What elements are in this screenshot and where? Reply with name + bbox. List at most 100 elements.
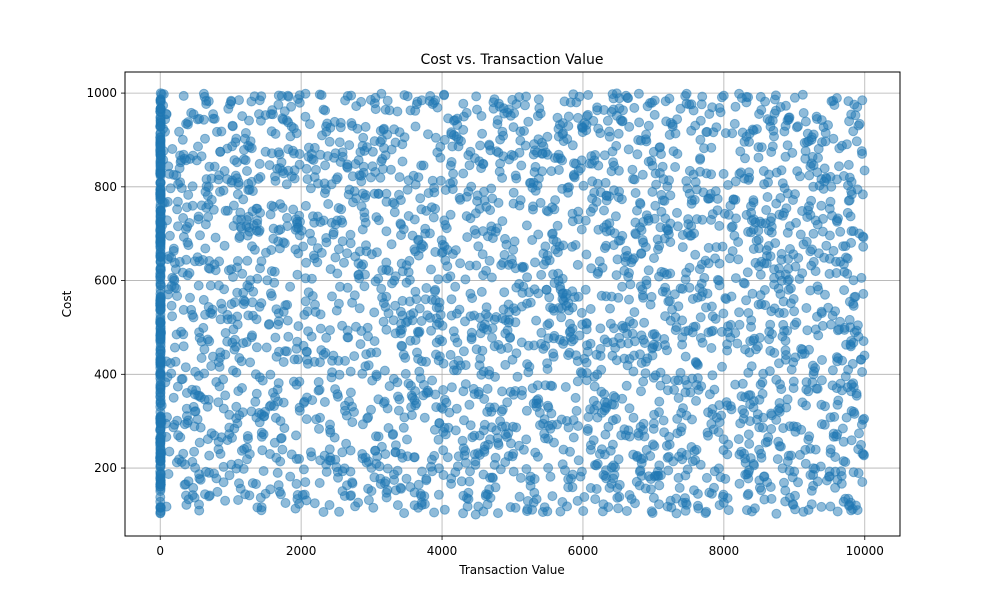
scatter-point — [299, 489, 310, 500]
scatter-point — [496, 406, 507, 417]
scatter-point — [173, 179, 184, 189]
scatter-point — [465, 311, 476, 322]
scatter-point — [421, 473, 432, 484]
scatter-point — [680, 387, 691, 398]
scatter-point — [850, 291, 861, 302]
scatter-point — [530, 257, 540, 268]
scatter-point — [508, 187, 519, 198]
scatter-point — [199, 368, 210, 379]
scatter-point — [851, 136, 862, 147]
scatter-point — [658, 415, 669, 426]
scatter-point — [179, 479, 190, 490]
scatter-point — [670, 375, 681, 386]
scatter-point — [746, 321, 756, 332]
scatter-point — [760, 218, 771, 229]
scatter-point — [155, 356, 166, 367]
scatter-point — [281, 346, 292, 357]
scatter-point — [830, 452, 841, 462]
scatter-point — [155, 414, 166, 425]
scatter-point — [573, 421, 583, 431]
scatter-point — [781, 203, 792, 214]
scatter-point — [415, 373, 426, 384]
scatter-point — [193, 141, 203, 152]
scatter-point — [347, 417, 358, 428]
scatter-point — [416, 500, 427, 511]
scatter-point — [472, 104, 482, 115]
scatter-point — [599, 334, 610, 345]
scatter-point — [565, 326, 576, 337]
scatter-point — [788, 195, 798, 205]
scatter-point — [431, 302, 442, 313]
scatter-point — [497, 386, 508, 397]
scatter-point — [695, 312, 706, 323]
scatter-point — [599, 243, 610, 254]
scatter-point — [337, 236, 348, 247]
scatter-point — [285, 471, 296, 482]
scatter-point — [723, 321, 733, 332]
scatter-point — [304, 119, 315, 130]
scatter-point — [567, 208, 578, 219]
scatter-point — [450, 245, 461, 256]
scatter-point — [852, 102, 863, 112]
scatter-point — [661, 440, 672, 451]
scatter-point — [155, 395, 166, 406]
scatter-point — [404, 275, 415, 285]
scatter-point — [479, 394, 490, 404]
scatter-point — [242, 431, 253, 441]
scatter-point — [497, 216, 508, 227]
scatter-point — [396, 219, 406, 230]
scatter-point — [396, 340, 407, 351]
scatter-point — [420, 223, 431, 234]
scatter-point — [757, 377, 768, 388]
scatter-point — [654, 460, 665, 471]
scatter-point — [293, 94, 303, 104]
scatter-point — [858, 241, 869, 252]
scatter-point — [597, 262, 608, 273]
scatter-point — [333, 244, 344, 255]
scatter-point — [169, 342, 180, 353]
scatter-point — [254, 301, 265, 312]
scatter-point — [482, 383, 493, 394]
scatter-point — [571, 405, 582, 416]
scatter-point — [708, 127, 719, 138]
scatter-point — [431, 319, 442, 330]
scatter-point — [300, 111, 311, 122]
x-tick-label: 8000 — [709, 544, 740, 558]
scatter-point — [155, 492, 166, 503]
scatter-point — [713, 463, 724, 474]
scatter-point — [570, 240, 581, 250]
scatter-point — [320, 160, 331, 171]
scatter-point — [563, 350, 574, 361]
scatter-point — [155, 177, 166, 188]
scatter-point — [253, 173, 264, 184]
scatter-point — [621, 380, 632, 391]
scatter-point — [628, 449, 639, 460]
scatter-point — [503, 299, 514, 310]
scatter-point — [503, 451, 514, 462]
scatter-point — [463, 186, 474, 197]
scatter-point — [521, 434, 532, 445]
scatter-point — [486, 183, 497, 194]
scatter-point — [493, 197, 504, 208]
scatter-point — [723, 505, 734, 516]
scatter-point — [782, 140, 793, 151]
scatter-point — [843, 96, 854, 107]
x-tick-label: 4000 — [427, 544, 458, 558]
scatter-point — [676, 447, 687, 458]
scatter-point — [475, 140, 486, 151]
scatter-point — [358, 259, 369, 270]
scatter-point — [314, 89, 325, 100]
scatter-point — [231, 413, 242, 424]
scatter-point — [345, 445, 356, 456]
scatter-point — [856, 419, 867, 430]
scatter-point — [334, 137, 345, 148]
scatter-point — [609, 323, 619, 334]
scatter-point — [731, 213, 741, 224]
scatter-point — [283, 165, 294, 176]
scatter-point — [651, 179, 662, 190]
scatter-point — [714, 258, 725, 269]
scatter-point — [397, 156, 408, 167]
scatter-point — [764, 366, 775, 377]
scatter-point — [829, 411, 840, 422]
scatter-point — [306, 154, 317, 164]
